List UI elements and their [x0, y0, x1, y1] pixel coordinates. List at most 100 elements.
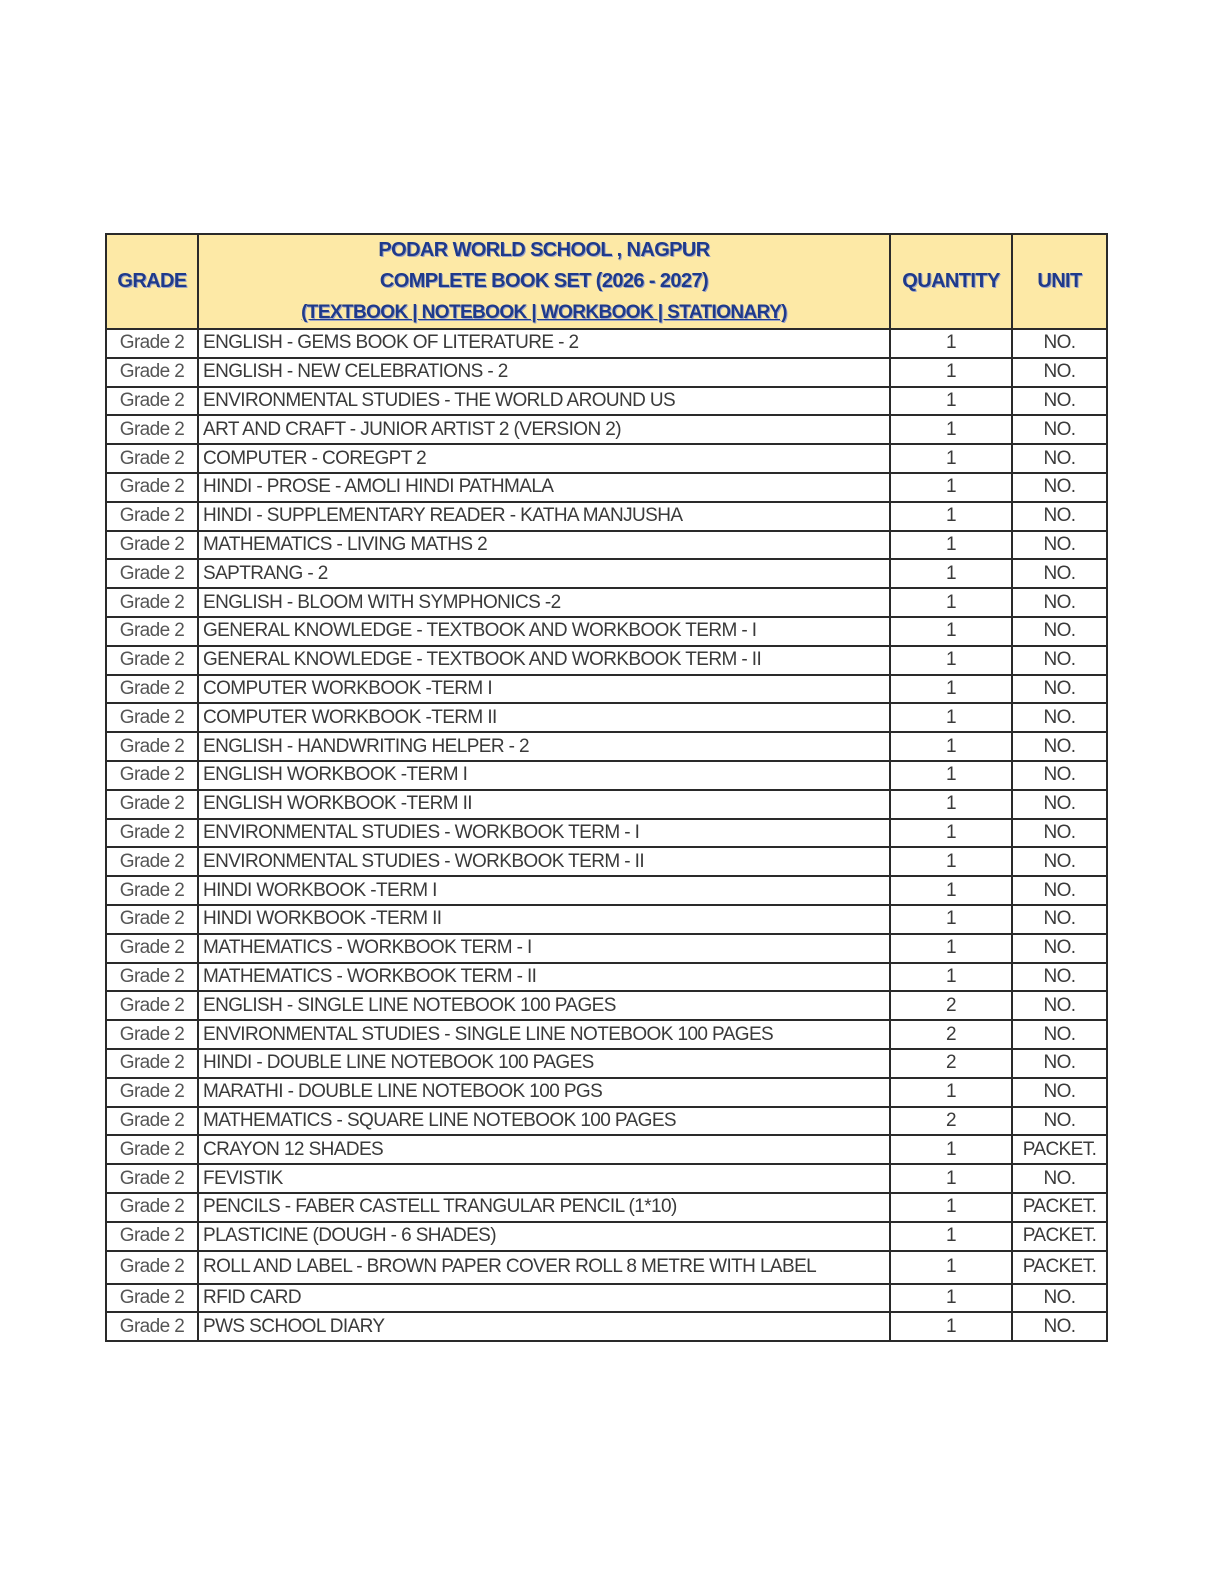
item-cell: ART AND CRAFT - JUNIOR ARTIST 2 (VERSION… [197, 414, 891, 446]
item-cell: ROLL AND LABEL - BROWN PAPER COVER ROLL … [197, 1249, 891, 1285]
unit-cell: NO. [1011, 1105, 1108, 1137]
quantity-cell: 1 [889, 1163, 1013, 1194]
table-row: Grade 2 ENVIRONMENTAL STUDIES - WORKBOOK … [105, 846, 1108, 878]
table-row: Grade 2 COMPUTER - COREGPT 2 1 NO. [105, 443, 1108, 474]
grade-cell: Grade 2 [105, 1311, 199, 1343]
table-row: Grade 2 MATHEMATICS - SQUARE LINE NOTEBOO… [105, 1105, 1108, 1137]
item-cell: COMPUTER WORKBOOK -TERM I [197, 673, 891, 705]
item-cell: PENCILS - FABER CASTELL TRANGULAR PENCIL… [197, 1191, 891, 1223]
grade-cell: Grade 2 [105, 471, 199, 503]
unit-cell: NO. [1011, 1047, 1108, 1079]
quantity-cell: 1 [889, 1311, 1013, 1343]
table-row: Grade 2 PENCILS - FABER CASTELL TRANGULAR… [105, 1191, 1108, 1223]
quantity-cell: 1 [889, 875, 1013, 906]
quantity-cell: 2 [889, 990, 1013, 1022]
item-cell: HINDI - DOUBLE LINE NOTEBOOK 100 PAGES [197, 1047, 891, 1079]
item-cell: HINDI WORKBOOK -TERM I [197, 875, 891, 906]
item-cell: FEVISTIK [197, 1163, 891, 1194]
grade-cell: Grade 2 [105, 1249, 199, 1285]
quantity-cell: 1 [889, 644, 1013, 676]
book-list-table: GRADE PODAR WORLD SCHOOL , NAGPUR COMPLE… [105, 233, 1108, 1343]
table-row: Grade 2 FEVISTIK 1 NO. [105, 1163, 1108, 1194]
unit-cell: PACKET. [1011, 1191, 1108, 1223]
grade-cell: Grade 2 [105, 356, 199, 388]
item-cell: HINDI - SUPPLEMENTARY READER - KATHA MAN… [197, 500, 891, 532]
table-row: Grade 2 ENVIRONMENTAL STUDIES - WORKBOOK … [105, 817, 1108, 849]
table-row: Grade 2 ROLL AND LABEL - BROWN PAPER COVE… [105, 1249, 1108, 1285]
grade-cell: Grade 2 [105, 702, 199, 734]
table-row: Grade 2 PLASTICINE (DOUGH - 6 SHADES) 1 PAC… [105, 1220, 1108, 1252]
title-header: PODAR WORLD SCHOOL , NAGPUR COMPLETE BOO… [197, 233, 891, 330]
table-row: Grade 2 HINDI WORKBOOK -TERM II 1 NO. [105, 903, 1108, 935]
unit-cell: NO. [1011, 471, 1108, 503]
unit-cell: NO. [1011, 500, 1108, 532]
unit-cell: NO. [1011, 961, 1108, 993]
grade-header: GRADE [105, 233, 199, 330]
quantity-cell: 1 [889, 1220, 1013, 1252]
quantity-cell: 1 [889, 1282, 1013, 1314]
quantity-cell: 1 [889, 961, 1013, 993]
unit-cell: NO. [1011, 875, 1108, 906]
table-row: Grade 2 ENGLISH - NEW CELEBRATIONS - 2 1 NO… [105, 356, 1108, 388]
quantity-cell: 1 [889, 1134, 1013, 1166]
unit-header: UNIT [1011, 233, 1108, 330]
quantity-cell: 1 [889, 759, 1013, 791]
quantity-cell: 1 [889, 846, 1013, 878]
quantity-cell: 1 [889, 1191, 1013, 1223]
grade-cell: Grade 2 [105, 328, 199, 359]
table-row: Grade 2 HINDI - DOUBLE LINE NOTEBOOK 100 … [105, 1047, 1108, 1079]
item-cell: GENERAL KNOWLEDGE - TEXTBOOK AND WORKBOO… [197, 615, 891, 647]
set-subtitle: (TEXTBOOK | NOTEBOOK | WORKBOOK | STATIO… [301, 302, 787, 323]
table-row: Grade 2 HINDI - PROSE - AMOLI HINDI PATHM… [105, 471, 1108, 503]
grade-cell: Grade 2 [105, 759, 199, 791]
grade-cell: Grade 2 [105, 414, 199, 446]
grade-cell: Grade 2 [105, 932, 199, 964]
item-cell: MATHEMATICS - SQUARE LINE NOTEBOOK 100 P… [197, 1105, 891, 1137]
quantity-cell: 1 [889, 414, 1013, 446]
item-cell: COMPUTER WORKBOOK -TERM II [197, 702, 891, 734]
quantity-cell: 1 [889, 903, 1013, 935]
item-cell: ENVIRONMENTAL STUDIES - WORKBOOK TERM - … [197, 817, 891, 849]
unit-cell: NO. [1011, 1311, 1108, 1343]
table-row: Grade 2 MATHEMATICS - LIVING MATHS 2 1 NO. [105, 529, 1108, 561]
unit-cell: NO. [1011, 990, 1108, 1022]
quantity-cell: 1 [889, 587, 1013, 618]
unit-cell: NO. [1011, 731, 1108, 762]
unit-cell: NO. [1011, 328, 1108, 359]
item-cell: ENVIRONMENTAL STUDIES - WORKBOOK TERM - … [197, 846, 891, 878]
grade-cell: Grade 2 [105, 1282, 199, 1314]
table-row: Grade 2 COMPUTER WORKBOOK -TERM II 1 NO. [105, 702, 1108, 734]
quantity-cell: 1 [889, 471, 1013, 503]
unit-cell: NO. [1011, 673, 1108, 705]
unit-cell: NO. [1011, 615, 1108, 647]
quantity-cell: 2 [889, 1047, 1013, 1079]
item-cell: ENGLISH - HANDWRITING HELPER - 2 [197, 731, 891, 762]
grade-cell: Grade 2 [105, 500, 199, 532]
item-cell: HINDI WORKBOOK -TERM II [197, 903, 891, 935]
grade-cell: Grade 2 [105, 385, 199, 417]
grade-cell: Grade 2 [105, 1019, 199, 1050]
unit-cell: NO. [1011, 1163, 1108, 1194]
table-row: Grade 2 ENVIRONMENTAL STUDIES - SINGLE LI… [105, 1019, 1108, 1050]
unit-cell: NO. [1011, 1282, 1108, 1314]
item-cell: COMPUTER - COREGPT 2 [197, 443, 891, 474]
item-cell: PLASTICINE (DOUGH - 6 SHADES) [197, 1220, 891, 1252]
table-row: Grade 2 ART AND CRAFT - JUNIOR ARTIST 2 (… [105, 414, 1108, 446]
set-title: COMPLETE BOOK SET (2026 - 2027) [379, 270, 709, 292]
item-cell: MATHEMATICS - LIVING MATHS 2 [197, 529, 891, 561]
quantity-cell: 2 [889, 1105, 1013, 1137]
unit-cell: NO. [1011, 932, 1108, 964]
item-cell: ENGLISH WORKBOOK -TERM II [197, 788, 891, 820]
grade-cell: Grade 2 [105, 731, 199, 762]
header-row: GRADE PODAR WORLD SCHOOL , NAGPUR COMPLE… [105, 233, 1108, 330]
unit-cell: NO. [1011, 817, 1108, 849]
quantity-cell: 1 [889, 788, 1013, 820]
table-row: Grade 2 GENERAL KNOWLEDGE - TEXTBOOK AND … [105, 615, 1108, 647]
quantity-cell: 1 [889, 932, 1013, 964]
unit-cell: NO. [1011, 385, 1108, 417]
quantity-cell: 1 [889, 615, 1013, 647]
table-row: Grade 2 ENGLISH - SINGLE LINE NOTEBOOK 10… [105, 990, 1108, 1022]
grade-cell: Grade 2 [105, 846, 199, 878]
grade-cell: Grade 2 [105, 903, 199, 935]
